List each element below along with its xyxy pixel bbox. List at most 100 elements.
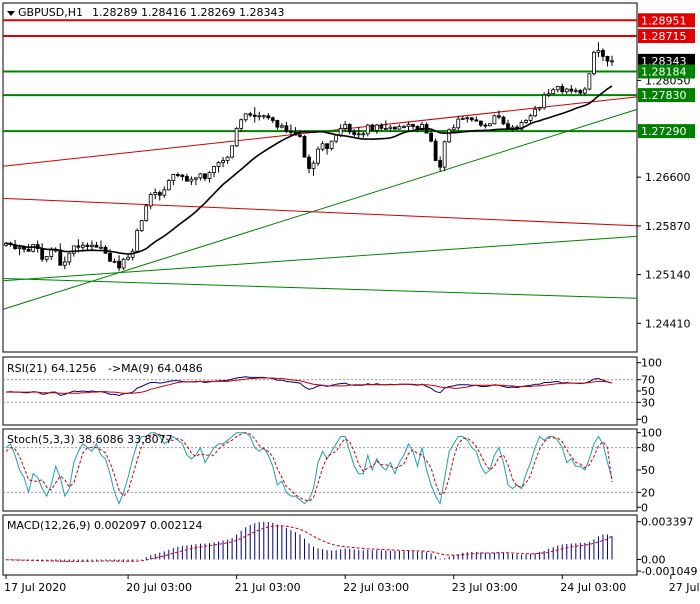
candle-body (370, 124, 375, 131)
rsi-label: RSI(21) 64.1256 (7, 362, 96, 375)
price-ytick-label: 1.24410 (645, 317, 691, 330)
candle-body (62, 261, 67, 266)
candle-body (13, 244, 17, 249)
candle-body (171, 174, 176, 181)
candle-body (456, 118, 461, 129)
candle-body (148, 194, 153, 207)
candle-body (492, 115, 497, 125)
rsi-ytick-label: 100 (641, 357, 662, 370)
level-label: 1.27290 (638, 124, 695, 139)
candle-body (216, 162, 221, 167)
macd-histogram (5, 521, 613, 562)
level-label-text: 1.27290 (641, 125, 687, 138)
candle-body (284, 125, 289, 132)
candle-body (519, 122, 524, 130)
candle-body (451, 127, 456, 131)
candle-body (388, 126, 393, 129)
candle-body (289, 130, 293, 133)
panel-frame-macd (2, 514, 638, 576)
candle-body (564, 88, 569, 93)
candle-body (243, 113, 248, 121)
candle-body (460, 118, 465, 120)
level-label: 1.27830 (638, 88, 695, 103)
moving-average-line (5, 85, 613, 255)
candle-body (44, 256, 49, 260)
x-tick-label: 20 Jul 03:00 (126, 581, 192, 594)
level-label-text: 1.28184 (641, 65, 687, 78)
x-tick-label: 24 Jul 03:00 (560, 581, 626, 594)
price-ytick-label: 1.25870 (645, 220, 691, 233)
candle-body (239, 119, 244, 129)
candle-body (542, 94, 547, 109)
stoch-ytick-label: 50 (641, 464, 655, 477)
stoch-ytick-label: 20 (641, 486, 655, 499)
candle-body (397, 126, 402, 130)
candle-body (261, 115, 266, 118)
candle-body (266, 115, 271, 119)
candle-body (569, 88, 574, 92)
candle-body (338, 128, 343, 136)
x-tick-label: 22 Jul 03:00 (343, 581, 409, 594)
candle-body (230, 145, 235, 158)
macd-label: MACD(12,26,9) 0.002097 0.002124 (7, 519, 203, 532)
x-tick-label: 21 Jul 03:00 (235, 581, 301, 594)
trend-line (3, 108, 637, 310)
level-label: 1.28715 (638, 29, 695, 44)
rsi-series-line (6, 377, 613, 394)
candle-body (198, 173, 203, 179)
candle-body (610, 60, 614, 63)
candle-body (275, 120, 280, 128)
candle-body (311, 162, 316, 169)
candle-body (175, 174, 180, 176)
candle-body (189, 178, 194, 182)
candle-body (506, 123, 510, 129)
candle-body (469, 117, 474, 121)
level-label-text: 1.28715 (641, 30, 687, 43)
candle-body (307, 156, 311, 169)
panel-frame-price (2, 2, 638, 353)
candle-body (121, 258, 126, 269)
candle-body (334, 134, 339, 142)
candle-body (501, 116, 506, 125)
dropdown-triangle-icon (7, 11, 15, 16)
candle-body (99, 246, 103, 249)
candle-body (270, 117, 275, 121)
candle-body (316, 148, 320, 164)
candle-body (49, 249, 54, 257)
candle-body (117, 260, 121, 269)
candle-body (356, 133, 361, 136)
level-label-bg (638, 29, 695, 44)
candle-body (320, 143, 325, 150)
candle-body (71, 245, 76, 254)
rsi-ytick-label: 0 (641, 413, 648, 426)
level-label-bg (638, 13, 695, 28)
panel-frame-rsi (2, 356, 638, 426)
candle-body (438, 160, 443, 168)
candle-body (487, 123, 492, 127)
candle-body (533, 108, 538, 117)
candle-body (234, 128, 239, 147)
level-label-text: 1.27830 (641, 89, 687, 102)
candle-body (587, 73, 592, 90)
candle-body (17, 246, 22, 249)
rsi-ytick-label: 70 (641, 374, 655, 387)
candle-body (94, 244, 99, 248)
candle-body (393, 126, 397, 130)
stoch-ytick-label: 0 (641, 501, 648, 514)
macd-signal-line (5, 525, 613, 562)
candle-body (374, 124, 379, 131)
candle-body (212, 166, 216, 173)
candle-body (166, 180, 171, 191)
candle-body (433, 140, 438, 161)
candle-body (225, 156, 230, 161)
candle-body (483, 124, 488, 127)
candle-body (528, 115, 533, 121)
candle-body (139, 220, 144, 231)
stoch-ytick-label: 100 (641, 427, 662, 440)
candle-body (582, 88, 587, 94)
candle-body (343, 124, 348, 129)
candle-body (478, 120, 483, 126)
candle-body (429, 132, 434, 142)
candle-body (80, 244, 85, 248)
